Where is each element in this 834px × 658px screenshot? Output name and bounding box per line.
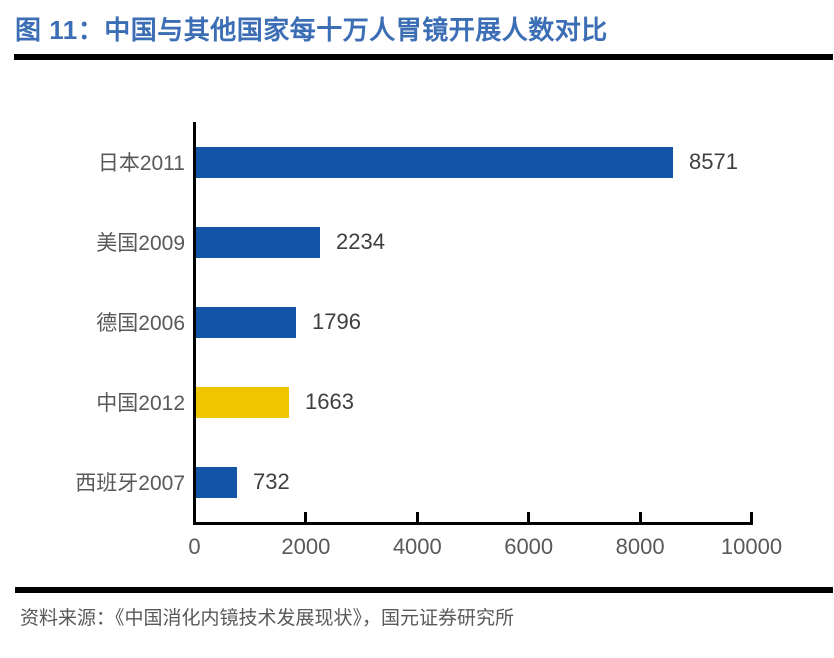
axis-tick (638, 512, 642, 522)
bar-row: 德国2006 1796 (0, 282, 834, 362)
category-label: 中国2012 (96, 392, 185, 415)
axis-tick-label: 0 (188, 534, 201, 559)
source-note: 资料来源：《中国消化内镜技术发展现状》，国元证券研究所 (20, 607, 515, 629)
bar-row: 美国2009 2234 (0, 202, 834, 282)
category-label: 西班牙2007 (75, 472, 185, 495)
bar-row: 西班牙2007 732 (0, 442, 834, 522)
y-axis-line (193, 122, 196, 525)
axis-tick-label: 6000 (504, 534, 554, 559)
footer-rule (15, 587, 833, 593)
bar (196, 466, 237, 498)
value-label: 732 (253, 469, 290, 494)
category-label: 美国2009 (96, 232, 185, 255)
figure-title: 图 11：中国与其他国家每十万人胃镜开展人数对比 (15, 15, 608, 45)
axis-tick (304, 512, 308, 522)
category-label: 德国2006 (96, 312, 185, 335)
bar (196, 386, 289, 418)
axis-tick (527, 512, 531, 522)
axis-tick-label: 8000 (615, 534, 665, 559)
value-label: 8571 (689, 149, 738, 174)
axis-tick (750, 512, 753, 522)
bar (196, 306, 296, 338)
value-label: 1796 (312, 309, 361, 334)
title-rule (14, 54, 833, 60)
bar-row: 中国2012 1663 (0, 362, 834, 442)
value-label: 1663 (305, 389, 354, 414)
bar (196, 226, 320, 258)
bar-chart: 日本2011 8571 美国2009 2234 德国2006 1796 中国2012 1663… (0, 122, 834, 582)
axis-tick-label: 10000 (720, 534, 783, 559)
bar-row: 日本2011 8571 (0, 122, 834, 202)
category-label: 日本2011 (97, 152, 185, 175)
axis-tick-label: 4000 (392, 534, 442, 559)
axis-tick-label: 2000 (281, 534, 331, 559)
bar (196, 146, 673, 178)
value-label: 2234 (336, 229, 385, 254)
x-axis-line (193, 522, 753, 525)
axis-tick (415, 512, 419, 522)
